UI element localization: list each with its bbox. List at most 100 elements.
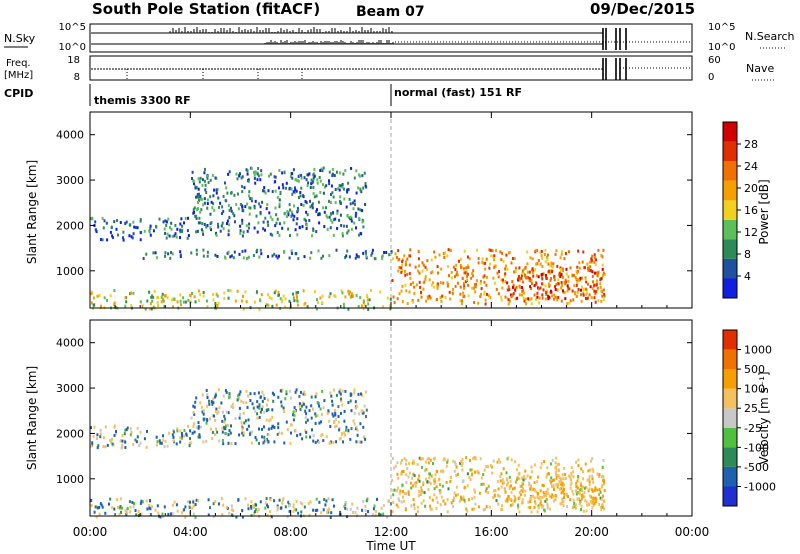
range-gate-cell — [217, 388, 220, 392]
range-gate-cell — [136, 426, 139, 430]
range-gate-cell — [547, 262, 550, 266]
range-gate-cell — [371, 251, 374, 255]
range-gate-cell — [228, 208, 231, 212]
range-gate-cell — [167, 217, 170, 221]
range-gate-cell — [355, 191, 358, 195]
range-gate-cell — [594, 300, 597, 304]
range-gate-cell — [587, 469, 590, 473]
range-gate-cell — [544, 248, 547, 252]
range-gate-cell — [484, 302, 487, 306]
range-gate-cell — [445, 480, 448, 484]
range-gate-cell — [522, 296, 525, 300]
range-gate-cell — [273, 175, 276, 179]
range-gate-cell — [541, 495, 544, 499]
range-gate-cell — [406, 466, 409, 470]
range-gate-cell — [271, 190, 274, 193]
range-gate-cell — [483, 280, 486, 284]
range-gate-cell — [260, 169, 263, 173]
range-gate-cell — [562, 269, 564, 273]
range-gate-cell — [123, 432, 126, 436]
range-gate-cell — [557, 474, 560, 478]
range-gate-cell — [548, 284, 551, 288]
range-gate-cell — [537, 259, 540, 262]
range-gate-cell — [336, 211, 339, 215]
range-gate-cell — [310, 178, 313, 182]
range-gate-cell — [447, 282, 450, 286]
range-gate-cell — [362, 425, 365, 429]
range-gate-cell — [586, 291, 588, 295]
range-gate-cell — [409, 254, 412, 258]
range-gate-cell — [198, 180, 201, 184]
range-gate-cell — [292, 410, 295, 414]
range-gate-cell — [591, 254, 594, 258]
range-gate-cell — [446, 281, 449, 285]
range-gate-cell — [331, 399, 334, 403]
range-gate-cell — [176, 509, 179, 513]
range-gate-cell — [257, 174, 260, 178]
range-gate-cell — [508, 484, 511, 488]
range-gate-cell — [411, 476, 414, 480]
range-gate-cell — [412, 472, 415, 476]
range-gate-cell — [548, 494, 551, 498]
range-gate-cell — [245, 419, 247, 423]
range-gate-cell — [248, 212, 251, 216]
range-gate-cell — [183, 434, 185, 438]
range-gate-cell — [160, 295, 163, 299]
range-gate-cell — [134, 438, 137, 442]
range-gate-cell — [500, 507, 503, 511]
range-gate-cell — [125, 428, 128, 432]
range-gate-cell — [439, 489, 442, 493]
range-gate-cell — [489, 463, 492, 467]
range-gate-cell — [132, 443, 135, 446]
range-gate-cell — [382, 512, 385, 516]
range-gate-cell — [531, 488, 534, 492]
range-gate-cell — [504, 272, 507, 276]
range-gate-cell — [344, 506, 347, 510]
range-gate-cell — [285, 390, 288, 394]
range-gate-cell — [334, 188, 337, 191]
range-gate-cell — [332, 414, 335, 418]
range-gate-cell — [251, 402, 254, 406]
range-gate-cell — [273, 499, 276, 503]
range-gate-cell — [599, 490, 602, 494]
range-gate-cell — [500, 472, 503, 476]
range-gate-cell — [566, 289, 569, 293]
range-gate-cell — [428, 472, 431, 476]
range-gate-cell — [231, 504, 233, 508]
range-gate-cell — [211, 173, 214, 177]
range-gate-cell — [493, 258, 496, 262]
range-gate-cell — [427, 461, 430, 465]
range-gate-cell — [312, 229, 315, 233]
range-gate-cell — [258, 427, 260, 431]
range-gate-cell — [160, 300, 163, 304]
range-gate-cell — [594, 500, 597, 504]
range-gate-cell — [255, 503, 257, 507]
colorbar-tick-label: -500 — [744, 461, 769, 474]
range-gate-cell — [153, 289, 156, 293]
range-gate-cell — [364, 182, 367, 185]
range-gate-cell — [229, 255, 232, 259]
range-gate-cell — [492, 276, 495, 280]
range-gate-cell — [344, 428, 347, 432]
range-gate-cell — [310, 416, 313, 420]
range-gate-cell — [279, 389, 282, 393]
range-gate-cell — [297, 179, 300, 183]
range-gate-cell — [232, 212, 235, 216]
range-gate-cell — [113, 303, 116, 306]
range-gate-cell — [230, 254, 233, 258]
range-gate-cell — [187, 298, 190, 302]
range-gate-cell — [507, 481, 509, 485]
range-gate-cell — [109, 294, 112, 298]
range-gate-cell — [344, 433, 346, 437]
range-gate-cell — [392, 493, 395, 497]
range-gate-cell — [466, 484, 469, 488]
range-gate-cell — [194, 214, 197, 218]
range-gate-cell — [398, 491, 401, 495]
range-gate-cell — [139, 238, 142, 242]
range-gate-cell — [355, 425, 358, 429]
range-gate-cell — [468, 476, 471, 479]
range-gate-cell — [259, 500, 262, 504]
colorbar-swatch — [723, 122, 737, 142]
range-gate-cell — [592, 480, 595, 484]
range-gate-cell — [446, 498, 449, 502]
